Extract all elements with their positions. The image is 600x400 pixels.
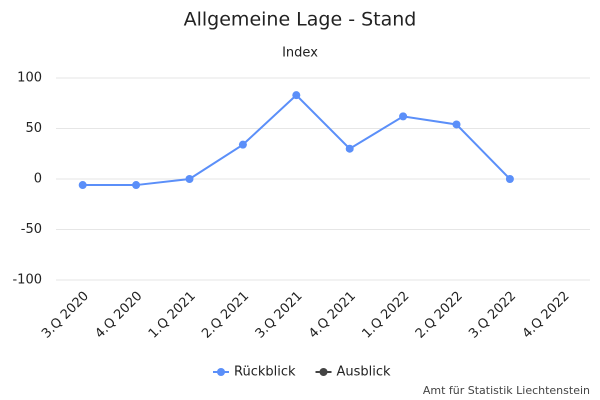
- x-tick-label: 3.Q 2022: [466, 289, 519, 342]
- legend-label[interactable]: Ausblick: [337, 365, 392, 380]
- x-tick-label: 4.Q 2021: [306, 289, 359, 342]
- chart-subtitle: Index: [282, 46, 318, 61]
- x-tick-label: 3.Q 2020: [39, 289, 92, 342]
- credit: Amt für Statistik Liechtenstein: [423, 384, 590, 397]
- y-tick-label: 100: [17, 71, 42, 86]
- x-tick-label: 2.Q 2021: [199, 289, 252, 342]
- data-point: [452, 120, 461, 129]
- x-tick-label: 3.Q 2021: [253, 289, 306, 342]
- x-tick-label: 4.Q 2020: [92, 289, 145, 342]
- data-point: [238, 140, 247, 149]
- x-tick-label: 1.Q 2022: [359, 289, 412, 342]
- y-tick-label: 0: [34, 172, 42, 187]
- x-tick-label: 1.Q 2021: [146, 289, 199, 342]
- data-point: [399, 112, 408, 121]
- data-point: [505, 175, 514, 183]
- y-tick-label: 50: [25, 121, 42, 136]
- data-point: [292, 91, 301, 100]
- y-tick-label: -50: [21, 222, 42, 237]
- x-tick-label: 2.Q 2022: [413, 289, 466, 342]
- series-line: [82, 93, 511, 187]
- data-point: [78, 181, 87, 190]
- data-point: [345, 144, 354, 153]
- chart-title: Allgemeine Lage - Stand: [184, 9, 417, 31]
- data-point: [132, 181, 141, 190]
- data-point: [185, 175, 194, 183]
- legend-marker: [217, 368, 225, 376]
- x-tick-label: 4.Q 2022: [520, 289, 573, 342]
- y-tick-label: -100: [12, 273, 42, 288]
- legend-marker: [319, 368, 328, 376]
- legend-label[interactable]: Rückblick: [234, 365, 296, 380]
